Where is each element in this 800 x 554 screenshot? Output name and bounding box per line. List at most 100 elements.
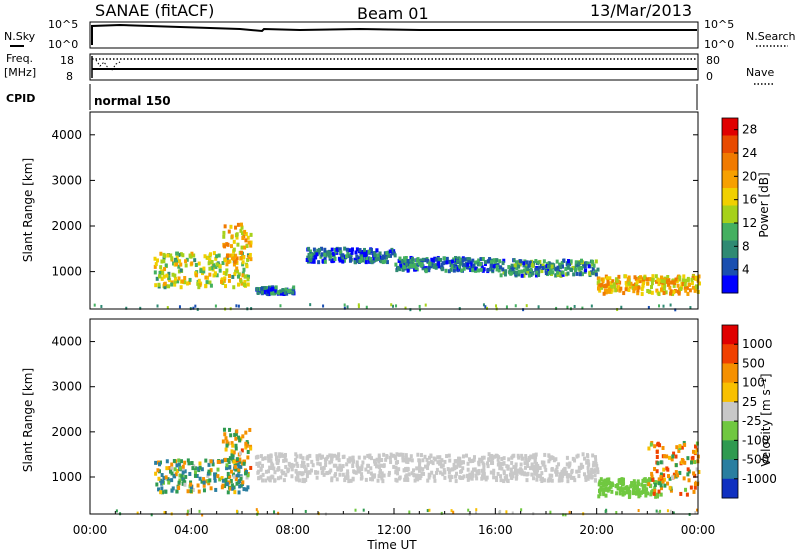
velocity-cell: [427, 475, 431, 480]
velocity-cell: [505, 478, 509, 483]
velocity-cell: [244, 441, 248, 446]
velocity-cell: [447, 470, 451, 475]
velocity-cell: [693, 450, 697, 455]
power-cell: [447, 269, 451, 274]
power-cell: [610, 288, 614, 293]
power-cell: [663, 283, 667, 288]
velocity-cell: [651, 477, 655, 482]
velocity-colorbar-tick: -1000: [742, 472, 777, 486]
velocity-cell: [540, 471, 544, 476]
power-cell: [555, 259, 559, 264]
velocity-cell: [245, 475, 249, 480]
velocity-cell: [355, 462, 359, 467]
power-ground-cell: [156, 304, 159, 308]
velocity-cell: [246, 455, 250, 460]
velocity-cell: [234, 477, 238, 482]
power-cell: [363, 251, 367, 256]
velocity-cell: [333, 453, 337, 458]
power-cell: [561, 270, 565, 275]
velocity-cell: [321, 468, 325, 473]
velocity-cell: [237, 490, 241, 495]
power-cell: [237, 282, 241, 287]
power-cell: [507, 265, 511, 270]
velocity-cell: [550, 473, 554, 478]
power-colorbar-segment: [722, 188, 738, 206]
power-cell: [495, 264, 499, 269]
velocity-cell: [436, 460, 440, 465]
power-cell: [241, 236, 245, 241]
velocity-cell: [683, 460, 687, 465]
velocity-cell: [351, 455, 355, 460]
velocity-cell: [417, 468, 421, 473]
power-cell: [333, 256, 337, 261]
power-cell: [462, 263, 466, 268]
velocity-cell: [412, 472, 416, 477]
velocity-cell: [653, 480, 657, 485]
velocity-ground-cell: [666, 509, 669, 513]
velocity-cell: [668, 485, 672, 490]
power-colorbar-segment: [722, 118, 738, 136]
velocity-cell: [225, 439, 229, 444]
power-cell: [345, 247, 349, 252]
velocity-cell: [589, 471, 593, 476]
power-ground-cell: [566, 305, 569, 309]
velocity-cell: [519, 470, 523, 475]
velocity-cell: [229, 433, 233, 438]
velocity-cell: [678, 470, 682, 475]
power-cell: [617, 274, 621, 279]
velocity-cell: [502, 479, 506, 484]
freq-tick-bottom: 8: [66, 70, 73, 83]
velocity-cell: [209, 486, 213, 491]
velocity-cell: [572, 475, 576, 480]
power-cell: [241, 273, 245, 278]
velocity-cell: [623, 491, 627, 496]
power-colorbar-label: Power [dB]: [757, 172, 771, 237]
velocity-cell: [588, 474, 592, 479]
nave-label: Nave: [746, 66, 774, 79]
velocity-ylabel: Slant Range [km]: [21, 368, 35, 472]
velocity-cell: [228, 427, 232, 432]
velocity-cell: [616, 486, 620, 491]
velocity-cell: [631, 483, 635, 488]
power-cell: [420, 262, 424, 267]
velocity-cell: [534, 466, 538, 471]
velocity-cell: [181, 464, 185, 469]
velocity-cell: [377, 455, 381, 460]
power-cell: [609, 284, 613, 289]
velocity-cell: [644, 488, 648, 493]
power-cell: [330, 247, 334, 252]
velocity-cell: [236, 435, 240, 440]
power-cell: [509, 271, 513, 276]
velocity-cell: [337, 458, 341, 463]
velocity-cell: [286, 467, 290, 472]
velocity-cell: [305, 456, 309, 461]
velocity-cell: [685, 492, 689, 497]
power-cell: [363, 247, 367, 252]
velocity-cell: [237, 467, 241, 472]
power-cell: [606, 281, 610, 286]
power-cell: [214, 256, 218, 261]
velocity-cell: [550, 466, 554, 471]
velocity-cell: [392, 464, 396, 469]
velocity-cell: [684, 487, 688, 492]
velocity-cell: [378, 470, 382, 475]
velocity-cell: [346, 475, 350, 480]
velocity-cell: [659, 474, 663, 479]
velocity-cell: [482, 455, 486, 460]
power-cell: [666, 274, 670, 279]
velocity-cell: [226, 490, 230, 495]
power-cell: [602, 291, 606, 296]
velocity-cell: [318, 453, 322, 458]
power-cell: [459, 261, 463, 266]
velocity-cell: [596, 467, 600, 472]
velocity-ground-cell: [136, 511, 139, 515]
power-cell: [239, 255, 243, 260]
power-cell: [373, 253, 377, 258]
velocity-cell: [443, 475, 447, 480]
power-cell: [232, 247, 236, 252]
power-cell: [339, 250, 343, 255]
velocity-cell: [369, 466, 373, 471]
power-cell: [577, 261, 581, 266]
power-ground-cell: [322, 304, 325, 308]
power-cell: [525, 260, 529, 265]
